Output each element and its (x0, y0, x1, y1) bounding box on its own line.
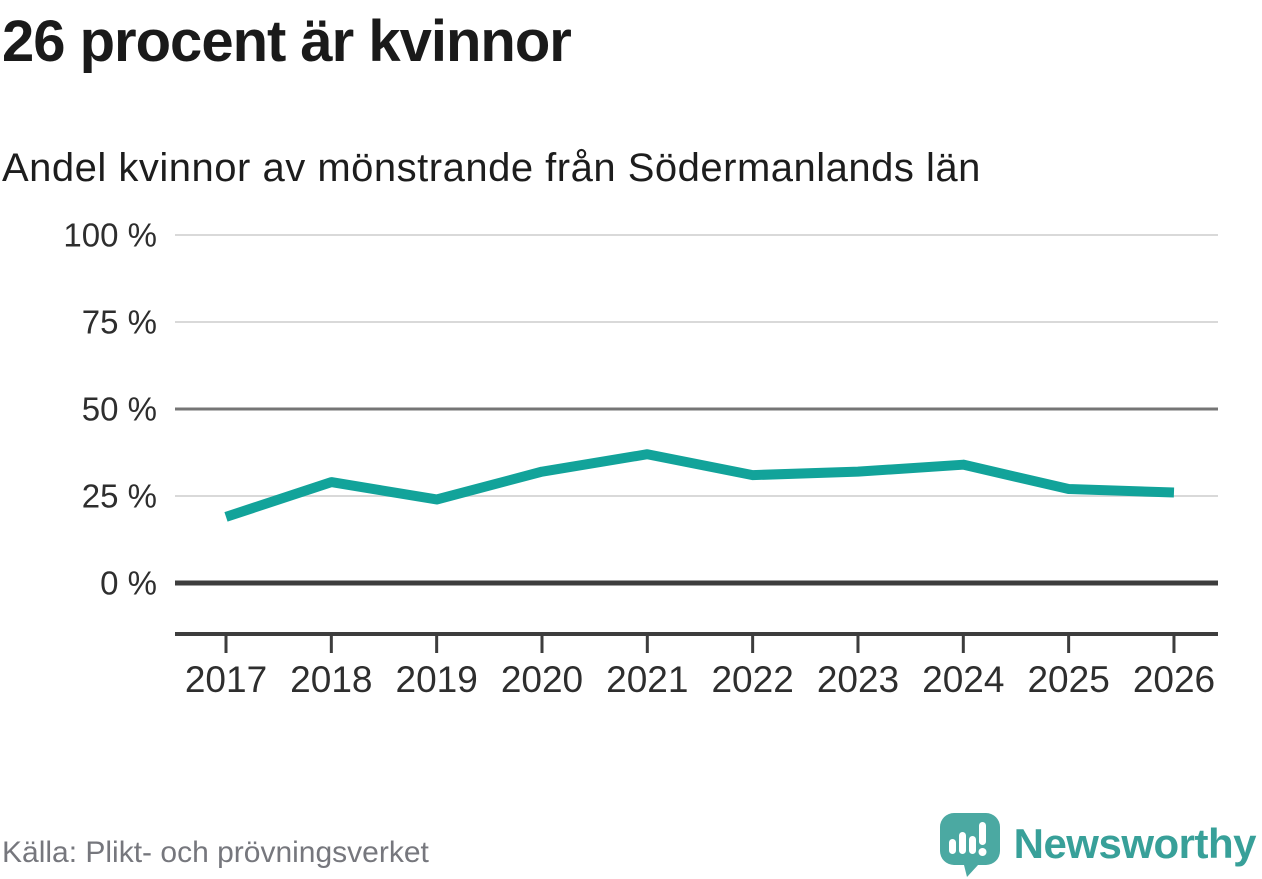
logo-bar-small (948, 839, 956, 854)
data-line (224, 449, 1175, 522)
chart-subtitle: Andel kvinnor av mönstrande från Söderma… (2, 146, 981, 190)
y-axis-label: 50 % (82, 391, 157, 428)
x-axis-label: 2018 (290, 659, 372, 700)
x-axis-label: 2019 (396, 659, 478, 700)
logo-exclamation-bar (978, 822, 986, 845)
newsworthy-logo-icon (939, 813, 1000, 877)
y-axis-label: 75 % (82, 304, 157, 341)
brand-footer: Newsworthy (938, 812, 1257, 877)
y-axis-label: 0 % (100, 565, 157, 602)
x-axis-label: 2020 (501, 659, 583, 700)
y-axis-label: 25 % (82, 478, 157, 515)
x-axis-label: 2023 (817, 659, 899, 700)
x-axis-label: 2026 (1133, 659, 1215, 700)
logo-bar-medium (968, 836, 976, 854)
x-axis-label: 2017 (185, 659, 267, 700)
logo-bar-large (958, 832, 966, 854)
brand-wordmark: Newsworthy (1013, 820, 1257, 867)
x-axis-label: 2022 (711, 659, 793, 700)
logo-exclamation-dot (978, 848, 987, 856)
source-caption: Källa: Plikt- och prövningsverket (2, 836, 429, 869)
x-axis-label: 2024 (922, 659, 1004, 700)
y-axis-label: 100 % (63, 217, 157, 254)
x-axis-label: 2025 (1027, 659, 1109, 700)
x-axis-label: 2021 (606, 659, 688, 700)
page-title: 26 procent är kvinnor (2, 9, 572, 74)
